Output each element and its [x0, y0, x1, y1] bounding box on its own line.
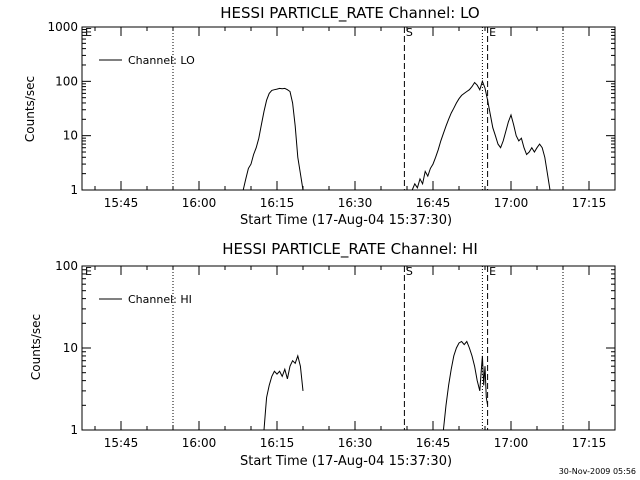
series-line-segment — [442, 340, 489, 431]
x-axis-label: Start Time (17-Aug-04 15:37:30) — [240, 454, 452, 469]
x-tick-label: 16:15 — [260, 436, 295, 450]
y-axis-label: Counts/sec — [29, 314, 43, 380]
y-axis-label: Counts/sec — [23, 76, 37, 142]
x-tick-label: 16:45 — [416, 436, 451, 450]
marker-label: S — [406, 265, 413, 278]
x-tick-label: 17:00 — [494, 436, 529, 450]
x-tick-label: 16:00 — [182, 436, 217, 450]
chart-title: HESSI PARTICLE_RATE Channel: HI — [222, 240, 478, 259]
plot-frame — [81, 265, 616, 431]
chart-title: HESSI PARTICLE_RATE Channel: LO — [220, 4, 479, 23]
legend: Channel: HI — [99, 293, 192, 306]
x-tick-label: 17:15 — [572, 436, 607, 450]
reference-lines: S EE — [85, 26, 564, 190]
series-line-segment — [242, 87, 304, 191]
marker-label: E — [489, 26, 496, 39]
x-tick-label: 15:45 — [104, 196, 139, 210]
x-tick-label: 16:15 — [260, 196, 295, 210]
marker-label: E — [489, 265, 496, 278]
y-tick-label: 1 — [70, 423, 78, 437]
marker-label: S — [406, 26, 413, 39]
series-lines — [242, 79, 551, 191]
axes: 15:45 16:00 16:15 16:30 16:45 17:00 17:15 1 10 10… — [55, 259, 616, 450]
legend: Channel: LO — [99, 54, 195, 67]
y-tick-label: 100 — [55, 259, 78, 273]
y-tick-label: 10 — [63, 341, 78, 355]
y-tick-label: 10 — [63, 129, 78, 143]
series-line-segment — [411, 79, 551, 191]
y-tick-label: 100 — [55, 74, 78, 88]
plot-frame — [81, 26, 616, 191]
x-tick-label: 16:30 — [338, 196, 373, 210]
edge-marker-label: E — [85, 265, 92, 278]
y-tick-label: 1000 — [47, 20, 78, 34]
legend-entry: Channel: HI — [128, 293, 192, 306]
x-tick-label: 15:45 — [104, 436, 139, 450]
x-tick-label: 16:00 — [182, 196, 217, 210]
x-tick-label: 16:45 — [416, 196, 451, 210]
panel-hi: HESSI PARTICLE_RATE Channel: HI Counts/s… — [29, 240, 616, 469]
axes: 15:45 16:00 16:15 16:30 16:45 17:00 17:15 1 10 10… — [47, 20, 616, 210]
x-tick-label: 17:00 — [494, 196, 529, 210]
edge-marker-label: E — [85, 26, 92, 39]
x-axis-label: Start Time (17-Aug-04 15:37:30) — [240, 213, 452, 228]
y-tick-label: 1 — [70, 183, 78, 197]
legend-entry: Channel: LO — [128, 54, 195, 67]
footer-timestamp: 30-Nov-2009 05:56 — [559, 467, 636, 476]
series-lines — [263, 340, 489, 431]
panel-lo: HESSI PARTICLE_RATE Channel: LO Counts/s… — [23, 4, 616, 228]
reference-lines: S EE — [85, 265, 564, 430]
x-tick-label: 17:15 — [572, 196, 607, 210]
series-line-segment — [263, 354, 304, 431]
x-tick-label: 16:30 — [338, 436, 373, 450]
